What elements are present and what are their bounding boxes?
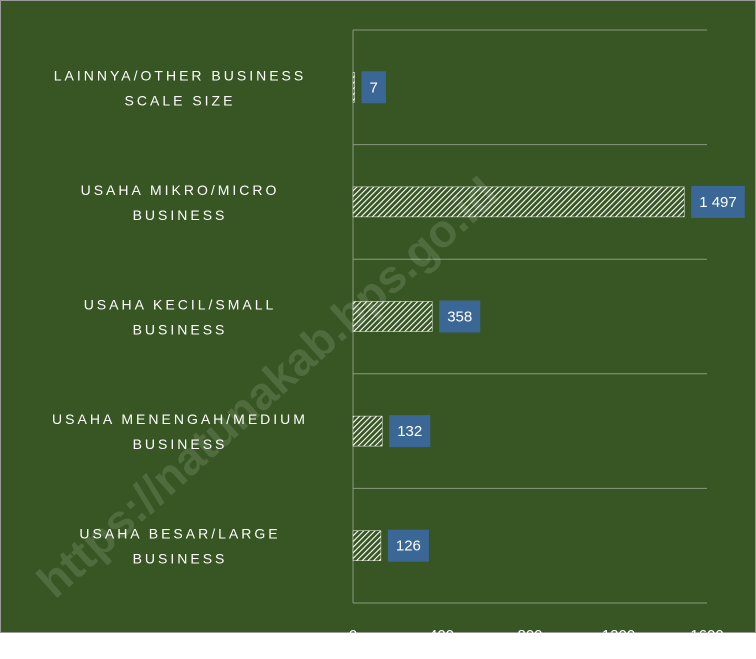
x-tick-label: 400 — [429, 627, 454, 644]
x-tick-label: 1600 — [690, 627, 723, 644]
data-label-box — [389, 415, 431, 448]
y-tick-label: USAHA BESAR/LARGE BUSINESS — [79, 525, 280, 566]
y-tick-label: USAHA MENENGAH/MEDIUM BUSINESS — [52, 411, 308, 452]
data-label: 1 497 — [699, 194, 737, 211]
data-label: 358 — [447, 308, 472, 325]
data-label-box — [387, 529, 429, 562]
bar — [352, 186, 685, 218]
x-tick-label: 1200 — [602, 627, 635, 644]
bar — [352, 301, 433, 332]
bar — [352, 415, 383, 447]
y-tick-label: USAHA KECIL/SMALL BUSINESS — [84, 296, 277, 337]
data-label: 126 — [396, 538, 421, 555]
data-label-box — [439, 300, 481, 333]
x-tick-label: 800 — [517, 627, 542, 644]
data-label-box — [691, 185, 745, 218]
y-tick-label: USAHA MIKRO/MICRO BUSINESS — [81, 182, 280, 223]
data-label: 7 — [370, 79, 378, 96]
x-tick-label: 0 — [349, 627, 357, 644]
bar — [352, 72, 355, 103]
y-tick-label: LAINNYA/OTHER BUSINESS SCALE SIZE — [54, 67, 306, 108]
data-label: 132 — [397, 423, 422, 440]
data-label-box — [361, 71, 386, 104]
bar — [352, 530, 382, 561]
